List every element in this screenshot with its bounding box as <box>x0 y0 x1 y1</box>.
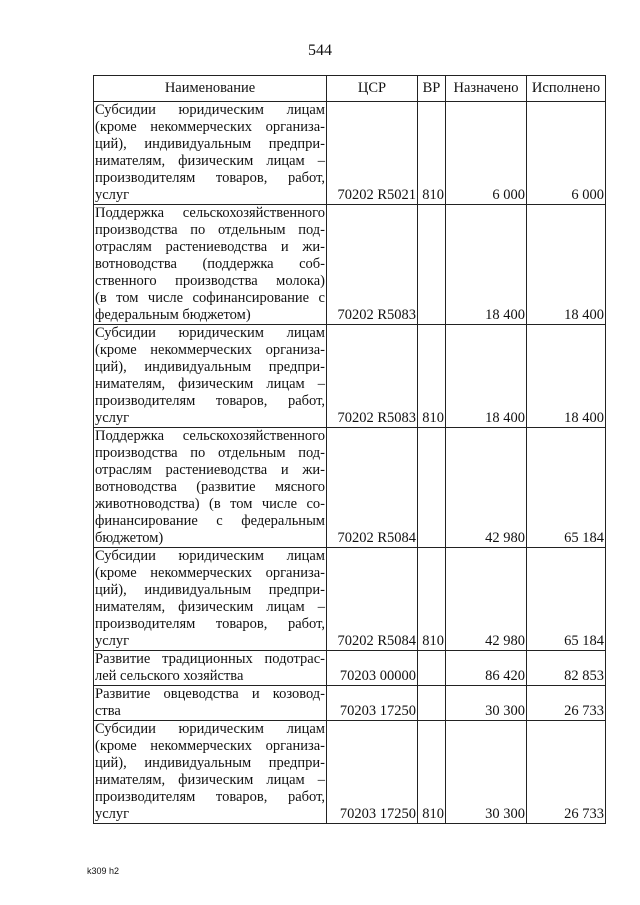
cell-name: Развитие традиционных подотрас-лей сельс… <box>93 650 327 686</box>
cell-csr: 70203 17250 <box>326 685 418 721</box>
name-line: производства по отдельным под- <box>95 445 325 461</box>
name-line: производителям товаров, работ, <box>95 393 325 409</box>
table-row: Субсидии юридическим лицам (кроме некомме… <box>93 101 606 205</box>
table-row: Субсидии юридическим лицам (кроме некомме… <box>93 720 606 824</box>
cell-vr <box>417 204 446 325</box>
cell-executed: 6 000 <box>526 101 606 205</box>
cell-name: Субсидии юридическим лицам (кроме некомме… <box>93 101 327 205</box>
name-line: вотноводства (развитие мясного <box>95 479 325 495</box>
name-line: услуг <box>95 410 130 426</box>
cell-csr: 70203 17250 <box>326 720 418 824</box>
cell-executed: 26 733 <box>526 685 606 721</box>
name-line: отраслям растениеводства и жи- <box>95 462 325 478</box>
cell-vr <box>417 427 446 548</box>
header-assigned: Назначено <box>445 75 527 102</box>
budget-table: Наименование ЦСР ВР Назначено Исполнено … <box>93 75 606 824</box>
name-line: производителям товаров, работ, <box>95 170 325 186</box>
cell-name: Поддержка сельскохозяйственного производс… <box>93 204 327 325</box>
name-line: ций), индивидуальным предпри- <box>95 136 325 152</box>
cell-executed: 65 184 <box>526 427 606 548</box>
cell-csr: 70203 00000 <box>326 650 418 686</box>
cell-name: Поддержка сельскохозяйственного производс… <box>93 427 327 548</box>
cell-executed: 82 853 <box>526 650 606 686</box>
name-line: ственного производства молока) <box>95 273 325 289</box>
name-line: нимателям, физическим лицам – <box>95 599 325 615</box>
cell-assigned: 18 400 <box>445 324 527 428</box>
name-line: (в том числе софинансирование с <box>95 290 325 306</box>
cell-name: Развитие овцеводства и козовод-ства <box>93 685 327 721</box>
cell-assigned: 86 420 <box>445 650 527 686</box>
cell-name: Субсидии юридическим лицам (кроме некомме… <box>93 720 327 824</box>
name-line: финансирование с федеральным <box>95 513 325 529</box>
cell-vr <box>417 650 446 686</box>
name-line: лей сельского хозяйства <box>95 668 244 684</box>
cell-vr <box>417 685 446 721</box>
table-row: Развитие традиционных подотрас-лей сельс… <box>93 650 606 686</box>
name-line: ства <box>95 703 121 719</box>
name-line: нимателям, физическим лицам – <box>95 153 325 169</box>
cell-csr: 70202 R5083 <box>326 204 418 325</box>
page-number: 544 <box>308 42 332 59</box>
cell-vr: 810 <box>417 324 446 428</box>
cell-executed: 26 733 <box>526 720 606 824</box>
name-line: производства по отдельным под- <box>95 222 325 238</box>
header-name: Наименование <box>93 75 327 102</box>
cell-vr: 810 <box>417 720 446 824</box>
name-line: вотноводства (поддержка соб- <box>95 256 325 272</box>
cell-assigned: 18 400 <box>445 204 527 325</box>
name-line: (кроме некоммерческих организа- <box>95 738 325 754</box>
name-line: Субсидии юридическим лицам <box>95 325 325 341</box>
table-header-row: Наименование ЦСР ВР Назначено Исполнено <box>93 75 606 102</box>
name-line: Субсидии юридическим лицам <box>95 102 325 118</box>
cell-name: Субсидии юридическим лицам (кроме некомме… <box>93 324 327 428</box>
footer-code: k309 h2 <box>87 866 120 876</box>
name-line: (кроме некоммерческих организа- <box>95 565 325 581</box>
name-line: нимателям, физическим лицам – <box>95 772 325 788</box>
name-line: производителям товаров, работ, <box>95 789 325 805</box>
name-line: услуг <box>95 633 130 649</box>
cell-assigned: 30 300 <box>445 720 527 824</box>
table-row: Субсидии юридическим лицам (кроме некомме… <box>93 547 606 651</box>
cell-assigned: 30 300 <box>445 685 527 721</box>
table-row: Развитие овцеводства и козовод-ства 70203… <box>93 685 606 721</box>
cell-name: Субсидии юридическим лицам (кроме некомме… <box>93 547 327 651</box>
cell-executed: 18 400 <box>526 324 606 428</box>
name-line: услуг <box>95 806 130 822</box>
name-line: ций), индивидуальным предпри- <box>95 755 325 771</box>
name-line: животноводства) (в том числе со- <box>95 496 325 512</box>
name-line: (кроме некоммерческих организа- <box>95 119 325 135</box>
name-line: Поддержка сельскохозяйственного <box>95 205 325 221</box>
name-line: нимателям, физическим лицам – <box>95 376 325 392</box>
cell-vr: 810 <box>417 101 446 205</box>
name-line: Развитие овцеводства и козовод- <box>95 686 325 702</box>
cell-executed: 18 400 <box>526 204 606 325</box>
table-row: Поддержка сельскохозяйственного производс… <box>93 204 606 325</box>
name-line: бюджетом) <box>95 530 164 546</box>
cell-csr: 70202 R5084 <box>326 427 418 548</box>
cell-csr: 70202 R5084 <box>326 547 418 651</box>
name-line: производителям товаров, работ, <box>95 616 325 632</box>
header-csr: ЦСР <box>326 75 418 102</box>
table-row: Субсидии юридическим лицам (кроме некомме… <box>93 324 606 428</box>
name-line: Субсидии юридическим лицам <box>95 548 325 564</box>
name-line: федеральным бюджетом) <box>95 307 251 323</box>
cell-vr: 810 <box>417 547 446 651</box>
name-line: Поддержка сельскохозяйственного <box>95 428 325 444</box>
cell-csr: 70202 R5021 <box>326 101 418 205</box>
name-line: отраслям растениеводства и жи- <box>95 239 325 255</box>
name-line: Субсидии юридическим лицам <box>95 721 325 737</box>
cell-executed: 65 184 <box>526 547 606 651</box>
cell-assigned: 42 980 <box>445 427 527 548</box>
name-line: услуг <box>95 187 130 203</box>
cell-assigned: 42 980 <box>445 547 527 651</box>
header-executed: Исполнено <box>526 75 606 102</box>
header-vr: ВР <box>417 75 446 102</box>
cell-csr: 70202 R5083 <box>326 324 418 428</box>
table-row: Поддержка сельскохозяйственного производс… <box>93 427 606 548</box>
name-line: ций), индивидуальным предпри- <box>95 582 325 598</box>
name-line: (кроме некоммерческих организа- <box>95 342 325 358</box>
name-line: Развитие традиционных подотрас- <box>95 651 325 667</box>
cell-assigned: 6 000 <box>445 101 527 205</box>
name-line: ций), индивидуальным предпри- <box>95 359 325 375</box>
